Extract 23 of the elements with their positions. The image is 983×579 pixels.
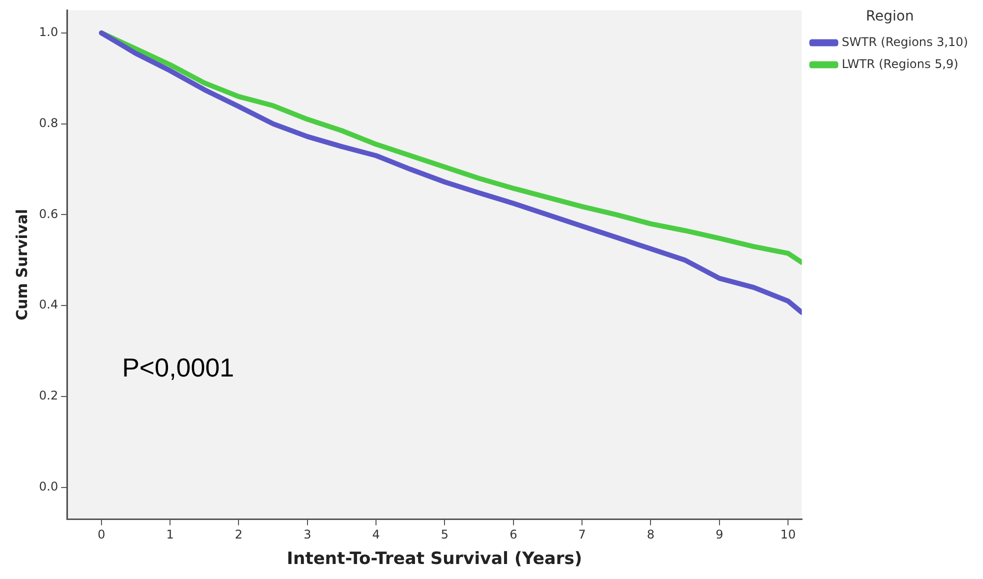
x-tick-label: 6 (510, 528, 518, 542)
annotation: P<0,0001 (122, 352, 234, 383)
legend-label: SWTR (Regions 3,10) (842, 34, 968, 49)
x-axis-title: Intent-To-Treat Survival (Years) (286, 549, 582, 570)
x-tick-label: 8 (646, 528, 655, 542)
x-tick-label: 3 (304, 528, 312, 542)
legend-label: LWTR (Regions 5,9) (842, 56, 958, 71)
x-tick-label: 7 (578, 528, 586, 542)
y-tick-label: 0.6 (38, 206, 58, 221)
x-tick-label: 10 (780, 528, 796, 542)
y-tick-label: 0.0 (38, 480, 58, 494)
y-tick-label: 0.4 (38, 298, 58, 312)
y-tick-label: 0.8 (38, 116, 58, 130)
legend-title: Region (866, 8, 914, 25)
x-tick-label: 5 (440, 528, 449, 542)
x-tick-label: 4 (372, 528, 380, 542)
y-tick-label: 0.2 (38, 388, 58, 403)
y-tick-label: 1.0 (38, 25, 58, 40)
x-tick-label: 2 (234, 528, 243, 542)
y-axis-title: Cum Survival (12, 209, 31, 320)
x-tick-label: 1 (166, 528, 174, 542)
x-tick-label: 0 (98, 528, 106, 542)
x-tick-label: 9 (716, 528, 724, 542)
